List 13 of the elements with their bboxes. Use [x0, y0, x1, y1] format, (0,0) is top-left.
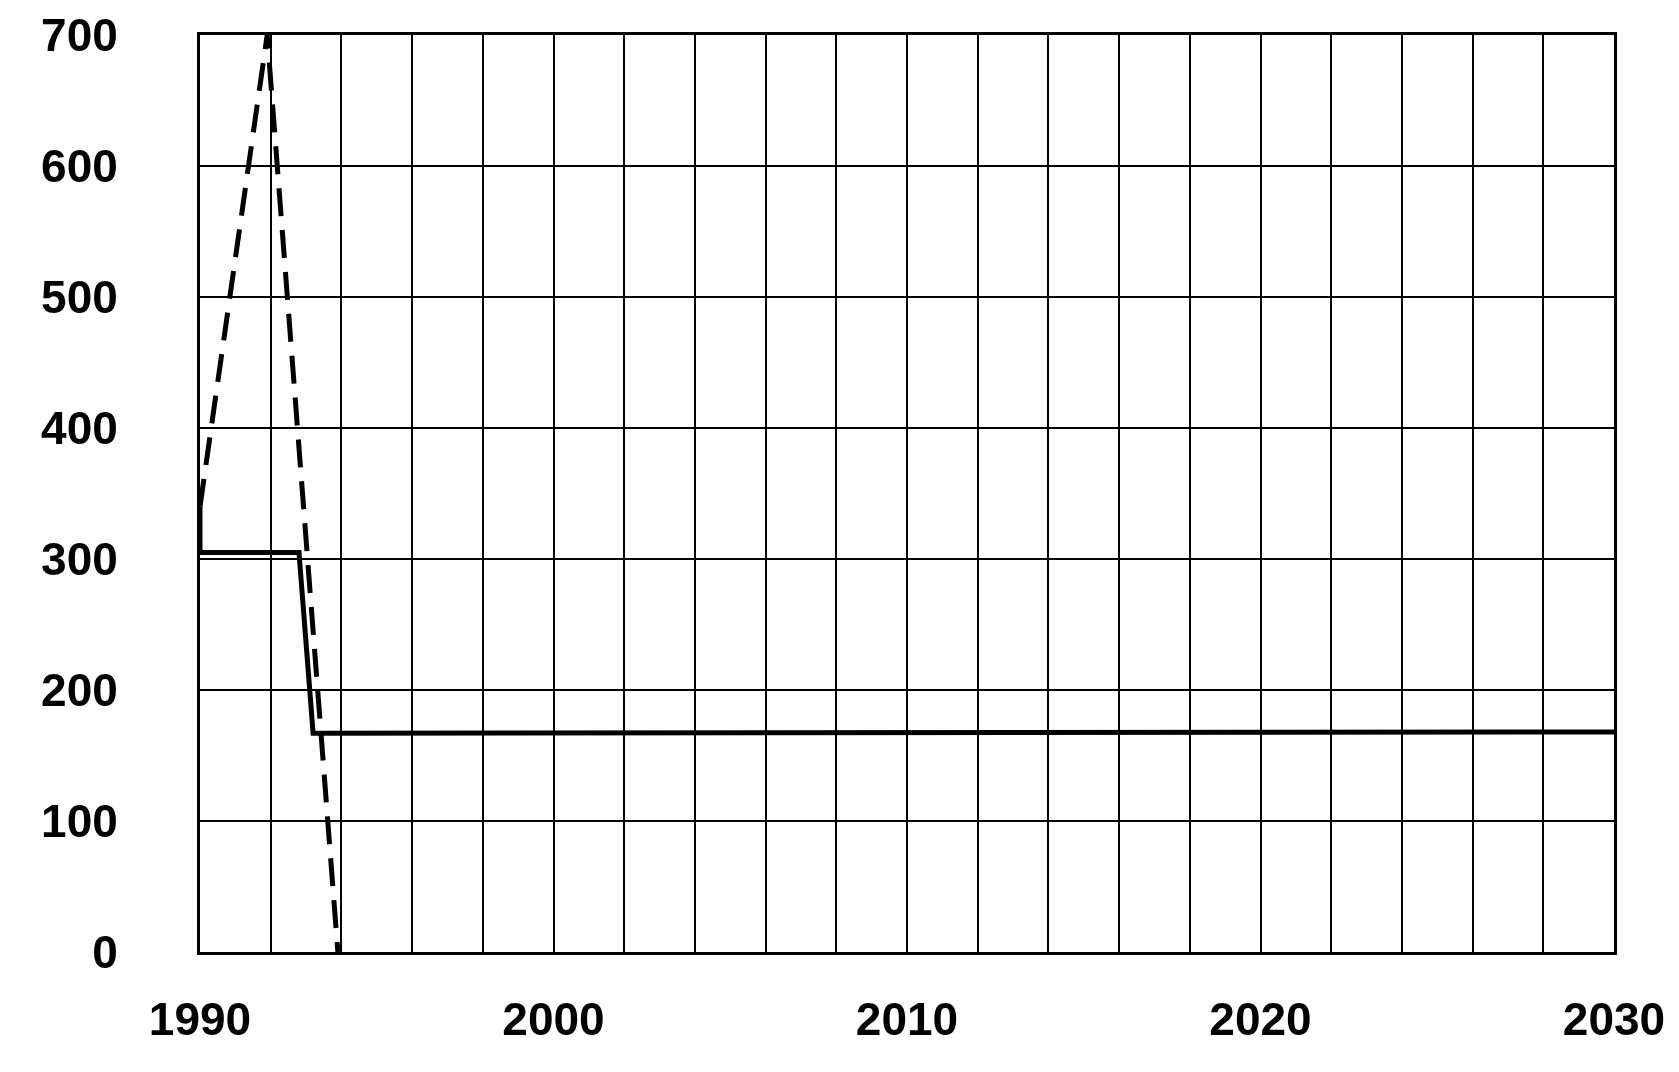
- y-tick-label: 100: [41, 795, 118, 848]
- y-tick-label: 200: [41, 664, 118, 717]
- x-tick-label: 2030: [1562, 993, 1666, 1046]
- y-tick-label: 400: [41, 402, 118, 455]
- y-tick-label: 500: [41, 271, 118, 324]
- x-tick-label: 2020: [1209, 993, 1312, 1046]
- y-tick-label: 700: [41, 9, 118, 62]
- y-tick-label: 0: [92, 926, 118, 979]
- y-tick-label: 300: [41, 533, 118, 586]
- x-tick-label: 2010: [855, 993, 959, 1046]
- y-tick-label: 600: [41, 140, 118, 193]
- x-tick-label: 1990: [148, 993, 252, 1046]
- x-tick-label: 2000: [502, 993, 605, 1046]
